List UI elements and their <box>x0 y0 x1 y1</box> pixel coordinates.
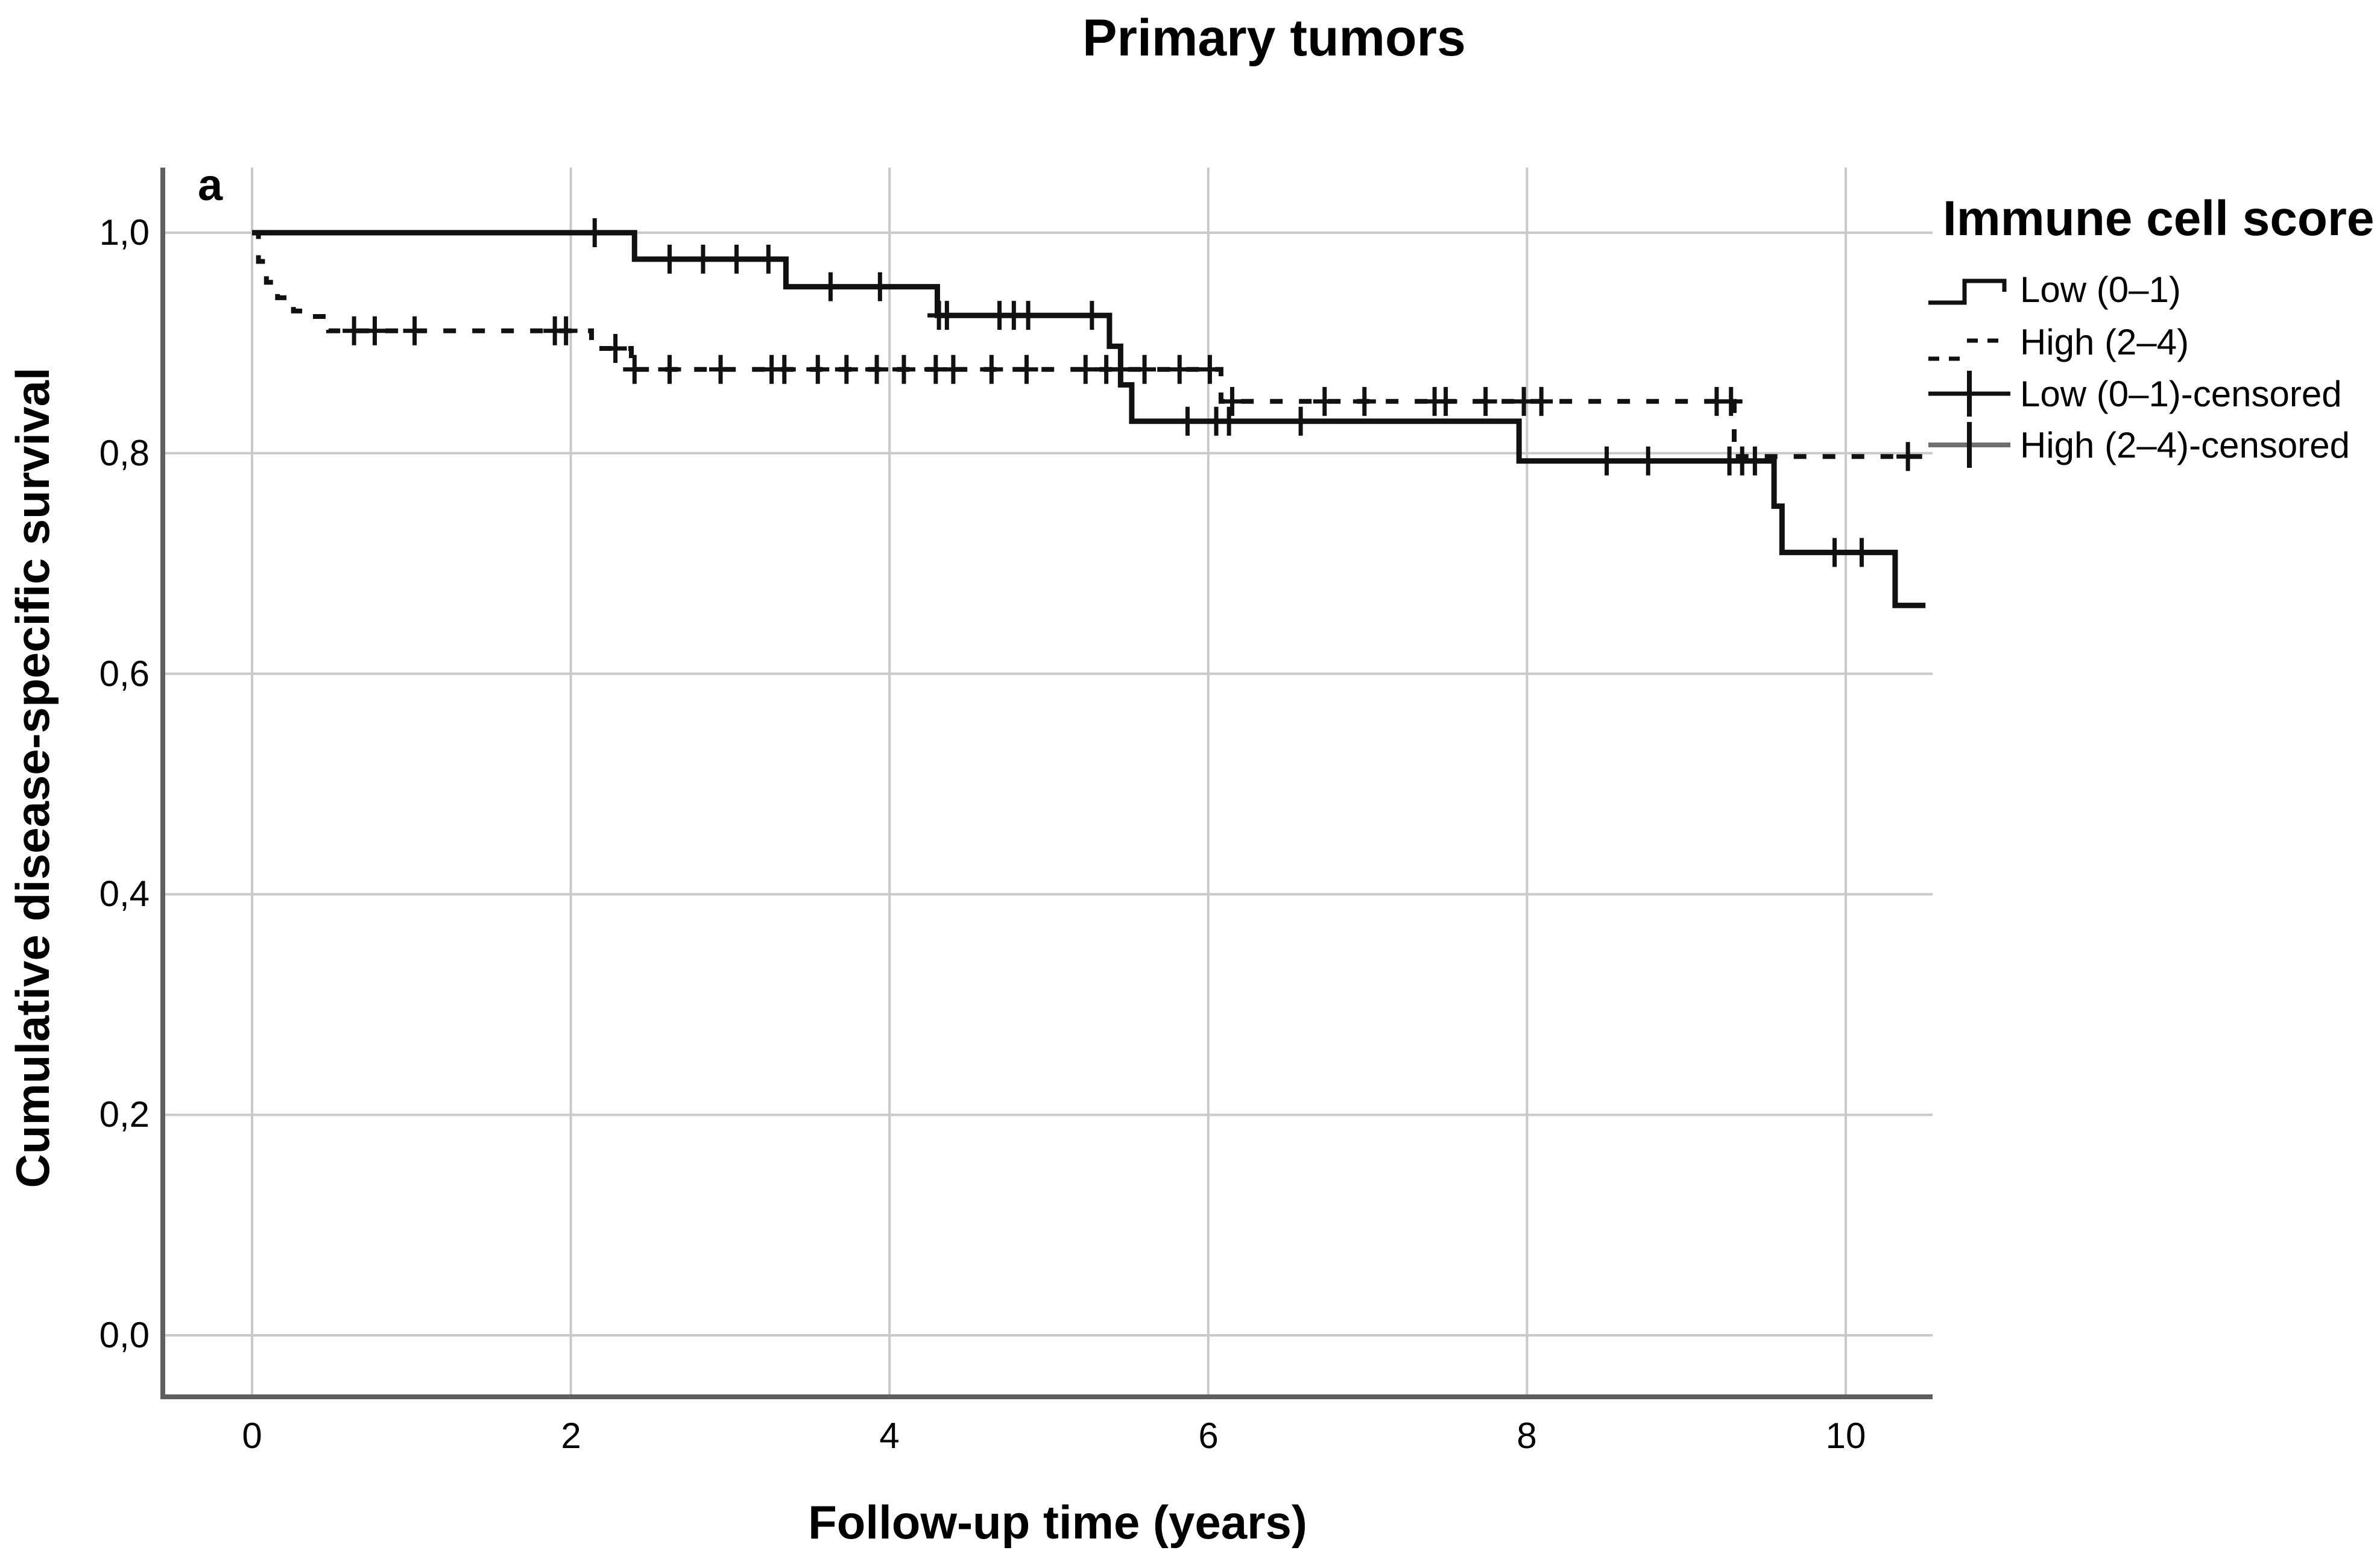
y-tick-label: 0,6 <box>99 653 150 694</box>
dashed-step-line-icon <box>1928 338 2007 361</box>
legend-item-label: Low (0–1)-censored <box>2020 373 2342 414</box>
x-tick-label: 10 <box>1825 1416 1866 1456</box>
x-tick-label: 0 <box>242 1416 262 1456</box>
x-tick-label: 4 <box>879 1416 900 1456</box>
survival-curve-high <box>252 230 1926 459</box>
chart-title: Primary tumors <box>1082 9 1466 67</box>
gridlines <box>164 168 1933 1397</box>
solid-step-line-icon <box>1928 279 2007 305</box>
y-tick-label: 0,2 <box>99 1094 150 1135</box>
legend-item-high: High (2–4) <box>1927 313 2189 371</box>
x-axis-title: Follow-up time (years) <box>808 1496 1307 1549</box>
legend-item-high-censored: High (2–4)-censored <box>1927 416 2350 474</box>
censored-plus-icon <box>1928 371 2010 417</box>
survival-curve-low <box>252 230 1926 608</box>
legend-item-label: High (2–4)-censored <box>2020 424 2350 465</box>
y-tick-label: 0,0 <box>99 1315 150 1355</box>
legend-item-label: High (2–4) <box>2020 321 2189 362</box>
y-tick-label: 0,8 <box>99 433 150 473</box>
legend-item-label: Low (0–1) <box>2020 269 2181 310</box>
legend-item-low-censored: Low (0–1)-censored <box>1927 365 2342 423</box>
censor-marks-high <box>342 316 1920 471</box>
legend-title: Immune cell score <box>1943 191 2375 246</box>
x-tick-label: 2 <box>561 1416 581 1456</box>
y-axis-title: Cumulative disease-specific survival <box>6 367 59 1188</box>
panel-label: a <box>198 160 223 210</box>
censored-plus-icon <box>1928 422 2010 468</box>
x-tick-label: 6 <box>1198 1416 1219 1456</box>
y-tick-label: 1,0 <box>99 212 150 253</box>
x-tick-label: 8 <box>1517 1416 1537 1456</box>
censor-marks-low <box>583 218 1873 567</box>
legend-item-low: Low (0–1) <box>1927 260 2181 318</box>
y-tick-label: 0,4 <box>99 874 150 914</box>
